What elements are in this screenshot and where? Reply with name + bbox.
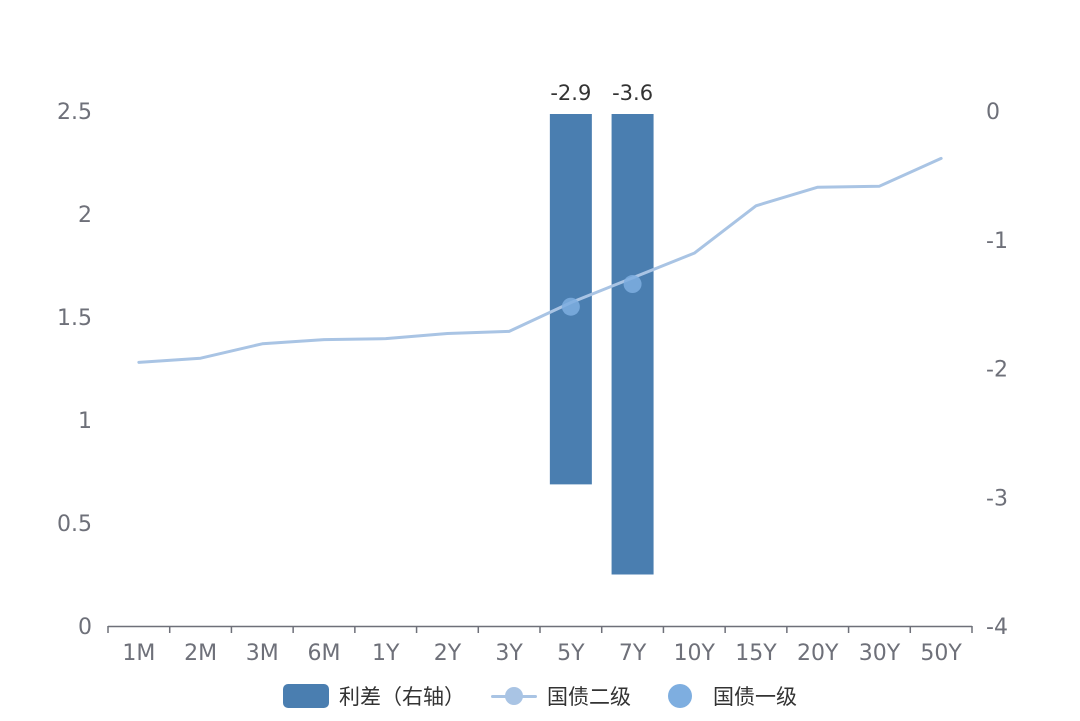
legend-swatch-dot bbox=[668, 684, 692, 708]
y-right-tick-label: -2 bbox=[986, 358, 1008, 383]
x-tick-label: 30Y bbox=[859, 641, 901, 666]
x-tick-label: 7Y bbox=[619, 641, 647, 666]
legend-item-spread[interactable]: 利差（右轴） bbox=[283, 681, 465, 711]
y-right-tick-label: 0 bbox=[986, 100, 1000, 125]
chart: 0 0.5 1 1.5 2 2.5 -4 -3 -2 -1 0 1M 2M 3M 6M 1Y 2Y 3Y 5Y 7… bbox=[57, 81, 1008, 666]
scatter-point bbox=[561, 297, 580, 316]
y-left-tick-label: 2.5 bbox=[57, 100, 92, 125]
y-left-tick-label: 1 bbox=[78, 409, 92, 434]
line-path bbox=[137, 156, 943, 364]
legend-swatch-bar bbox=[283, 684, 329, 708]
x-axis: 1M 2M 3M 6M 1Y 2Y 3Y 5Y 7Y 10Y 15Y 20Y 30Y 50Y bbox=[107, 625, 973, 666]
y-right-tick-label: -3 bbox=[986, 486, 1008, 511]
y-axis-left: 0 0.5 1 1.5 2 2.5 bbox=[57, 100, 92, 640]
y-left-tick-label: 0.5 bbox=[57, 512, 92, 537]
y-right-tick-label: -1 bbox=[986, 229, 1008, 254]
x-tick-label: 6M bbox=[308, 641, 341, 666]
legend: 利差（右轴） 国债二级 国债一级 bbox=[0, 676, 1080, 716]
x-tick-label: 2M bbox=[184, 641, 217, 666]
x-tick-label: 20Y bbox=[797, 641, 839, 666]
x-tick-label: 3Y bbox=[495, 641, 523, 666]
y-left-tick-label: 0 bbox=[78, 615, 92, 640]
scatter-point bbox=[623, 275, 642, 294]
x-tick-label: 2Y bbox=[434, 641, 462, 666]
legend-item-secondary[interactable]: 国债二级 bbox=[491, 681, 631, 711]
y-left-tick-label: 2 bbox=[78, 203, 92, 228]
x-tick-label: 15Y bbox=[735, 641, 777, 666]
y-left-tick-label: 1.5 bbox=[57, 306, 92, 331]
bar bbox=[611, 114, 654, 575]
x-tick-label: 1M bbox=[122, 641, 155, 666]
bar-data-label: -3.6 bbox=[612, 81, 653, 105]
y-right-tick-label: -4 bbox=[986, 615, 1008, 640]
line-series-secondary bbox=[137, 156, 943, 364]
x-tick-label: 3M bbox=[246, 641, 279, 666]
legend-swatch-line bbox=[491, 684, 537, 708]
x-tick-label: 5Y bbox=[557, 641, 585, 666]
legend-label-primary: 国债一级 bbox=[713, 685, 797, 709]
bar-data-labels: -2.9 -3.6 bbox=[550, 81, 653, 105]
legend-item-primary[interactable]: 国债一级 bbox=[657, 681, 797, 711]
x-tick-label: 1Y bbox=[372, 641, 400, 666]
x-tick-label: 50Y bbox=[920, 641, 962, 666]
scatter-series-primary bbox=[561, 275, 642, 316]
y-axis-right: -4 -3 -2 -1 0 bbox=[986, 100, 1008, 640]
legend-label-secondary: 国债二级 bbox=[547, 685, 631, 709]
x-tick-label: 10Y bbox=[674, 641, 716, 666]
bar-series-spread bbox=[549, 114, 654, 575]
bar-data-label: -2.9 bbox=[550, 81, 591, 105]
legend-label-spread: 利差（右轴） bbox=[339, 685, 465, 709]
